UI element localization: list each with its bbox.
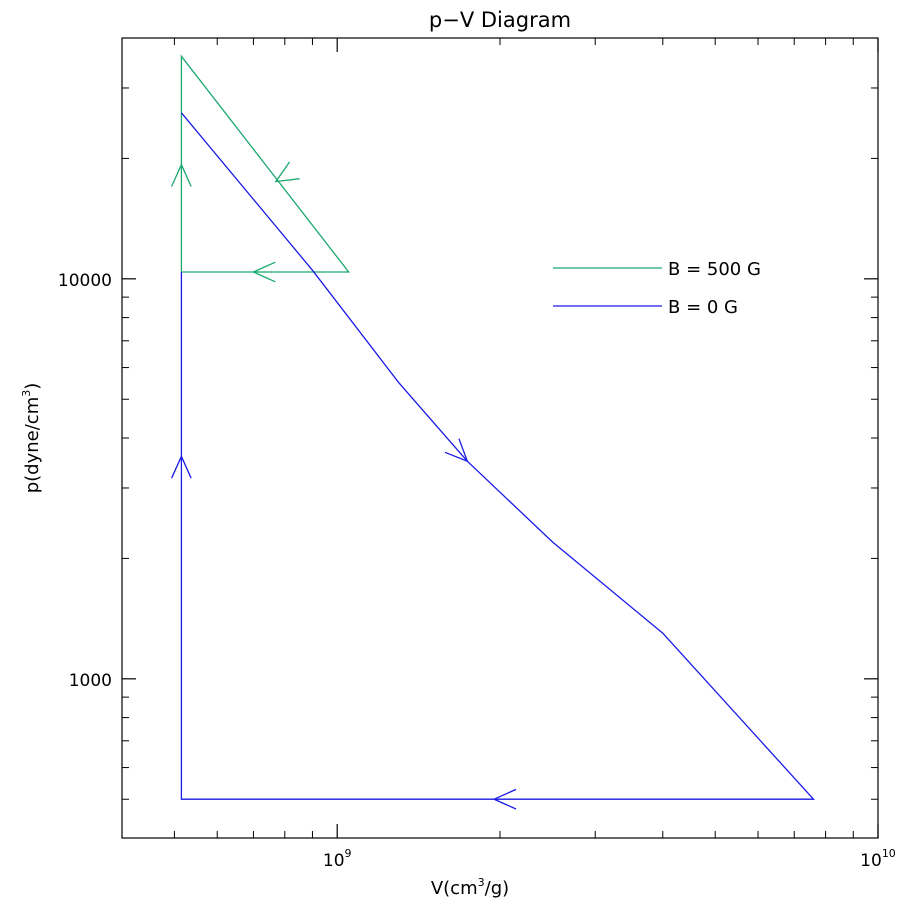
y-tick-label: 10000	[58, 271, 112, 291]
series-1	[171, 112, 815, 810]
x-tick-label: 1010	[860, 847, 896, 871]
y-tick-label: 1000	[69, 671, 112, 691]
x-axis-label: V(cm3/g)	[431, 876, 509, 899]
series-line	[180, 54, 351, 273]
direction-arrow	[492, 788, 517, 810]
direction-arrow	[171, 454, 192, 479]
direction-arrow	[274, 161, 300, 183]
x-axis-label-sup: 3	[478, 876, 485, 889]
direction-arrow	[251, 261, 276, 283]
grid-and-frame	[121, 37, 879, 839]
series-0	[171, 54, 351, 283]
chart-title: p−V Diagram	[429, 8, 571, 32]
x-tick-label: 109	[323, 847, 352, 871]
legend-label: B = 500 G	[668, 259, 761, 280]
y-axis-label: p(dyne/cm3)	[20, 383, 43, 494]
axis-tick-labels: 109 1010 1000 10000	[58, 271, 896, 871]
direction-arrow	[444, 438, 469, 463]
x-axis-label-prefix: V(cm	[431, 878, 478, 899]
direction-arrow	[171, 163, 192, 187]
legend-label: B = 0 G	[668, 297, 738, 318]
y-axis-label-sup: 3	[20, 390, 33, 397]
axis-ticks	[122, 38, 879, 838]
series-layer	[171, 54, 815, 810]
legend: B = 500 G B = 0 G	[553, 259, 761, 318]
plot-frame	[121, 37, 879, 839]
series-line	[180, 112, 815, 800]
y-axis-label-suffix: )	[22, 383, 43, 390]
x-axis-label-suffix: /g)	[485, 878, 510, 899]
y-axis-label-prefix: p(dyne/cm	[22, 397, 43, 494]
